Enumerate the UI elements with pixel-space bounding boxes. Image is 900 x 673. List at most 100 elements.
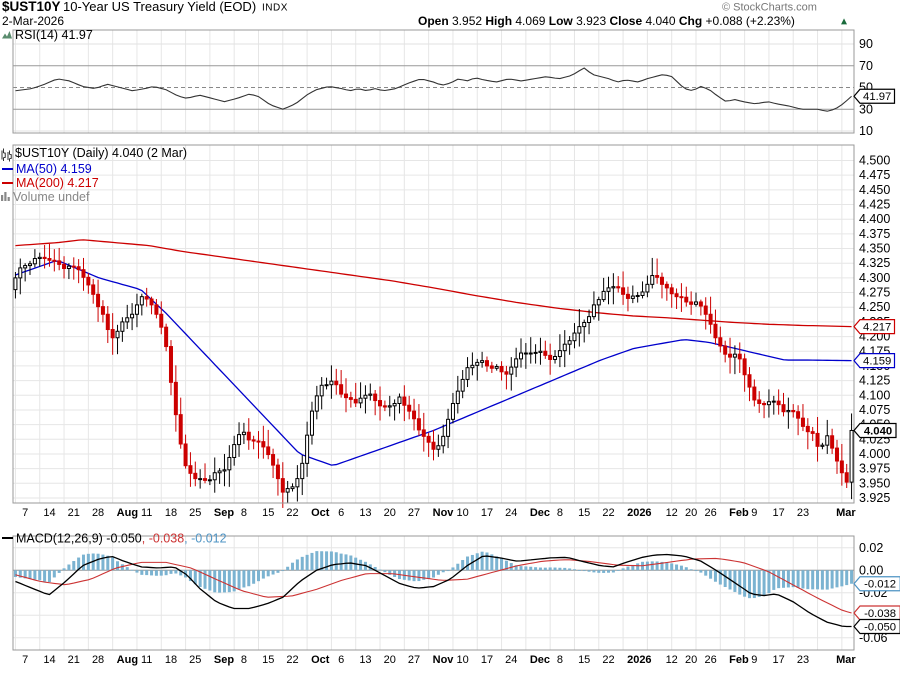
svg-text:Feb: Feb [729,654,749,666]
svg-text:Nov: Nov [433,507,455,519]
svg-text:4.250: 4.250 [859,300,890,314]
svg-text:Mar: Mar [836,654,856,666]
svg-text:Volume undef: Volume undef [13,190,90,204]
svg-text:MA(200) 4.217: MA(200) 4.217 [16,176,99,190]
svg-text:Aug: Aug [117,654,138,666]
svg-text:0.00: 0.00 [859,563,883,577]
svg-text:2-Mar-2026: 2-Mar-2026 [2,14,64,28]
svg-text:2026: 2026 [627,654,651,666]
svg-text:13: 13 [359,507,371,519]
svg-text:Dec: Dec [530,654,550,666]
svg-text:22: 22 [602,654,614,666]
svg-text:▴: ▴ [841,14,847,28]
svg-text:Feb: Feb [729,507,749,519]
svg-text:© StockCharts.com: © StockCharts.com [722,2,817,14]
svg-text:18: 18 [165,507,177,519]
svg-text:22: 22 [602,507,614,519]
svg-text:Aug: Aug [117,507,138,519]
svg-text:15: 15 [578,654,590,666]
svg-text:4.075: 4.075 [859,403,890,417]
svg-text:24: 24 [505,507,517,519]
svg-text:17: 17 [773,507,785,519]
svg-text:4.125: 4.125 [859,374,890,388]
svg-text:4.450: 4.450 [859,183,890,197]
svg-text:17: 17 [481,507,493,519]
svg-text:23: 23 [797,654,809,666]
svg-text:10: 10 [457,654,469,666]
svg-text:17: 17 [773,654,785,666]
svg-text:10-Year US Treasury Yield (EOD: 10-Year US Treasury Yield (EOD) [63,0,256,14]
svg-text:9: 9 [751,654,757,666]
svg-text:Nov: Nov [433,654,455,666]
svg-text:0.02: 0.02 [859,541,883,555]
svg-text:26: 26 [704,507,716,519]
svg-text:10: 10 [457,507,469,519]
svg-text:12: 12 [666,654,678,666]
svg-text:25: 25 [189,654,201,666]
svg-text:4.350: 4.350 [859,242,890,256]
svg-text:25: 25 [189,507,201,519]
svg-text:10: 10 [859,124,873,138]
svg-text:15: 15 [262,507,274,519]
svg-text:22: 22 [286,507,298,519]
svg-text:20: 20 [384,507,396,519]
svg-text:41.97: 41.97 [863,91,891,103]
svg-text:4.375: 4.375 [859,227,890,241]
svg-text:4.500: 4.500 [859,154,890,168]
svg-text:$UST10Y: $UST10Y [2,0,61,14]
svg-text:6: 6 [338,507,344,519]
svg-text:4.217: 4.217 [863,321,891,333]
svg-text:Dec: Dec [530,507,550,519]
svg-text:4.000: 4.000 [859,447,890,461]
svg-text:18: 18 [165,654,177,666]
svg-text:MA(50) 4.159: MA(50) 4.159 [16,162,92,176]
svg-text:Sep: Sep [214,654,234,666]
svg-text:8: 8 [241,654,247,666]
svg-text:8: 8 [557,507,563,519]
svg-text:20: 20 [384,654,396,666]
svg-text:14: 14 [43,654,55,666]
svg-text:20: 20 [685,654,697,666]
svg-text:14: 14 [43,507,55,519]
svg-text:21: 21 [68,507,80,519]
svg-text:17: 17 [481,654,493,666]
svg-text:4.325: 4.325 [859,256,890,270]
svg-text:MACD(12,26,9) -0.050, -0.038,: MACD(12,26,9) -0.050, -0.038, -0.012 [16,532,227,546]
svg-text:23: 23 [797,507,809,519]
svg-text:8: 8 [557,654,563,666]
svg-text:28: 28 [92,654,104,666]
svg-text:-0.038: -0.038 [864,608,896,620]
svg-text:Sep: Sep [214,507,234,519]
svg-text:3.950: 3.950 [859,476,890,490]
svg-text:2026: 2026 [627,507,651,519]
svg-text:-0.050: -0.050 [864,621,896,633]
svg-text:4.275: 4.275 [859,286,890,300]
svg-text:Oct: Oct [311,507,330,519]
svg-text:7: 7 [22,507,28,519]
svg-text:27: 27 [408,654,420,666]
svg-text:4.475: 4.475 [859,168,890,182]
svg-text:$UST10Y (Daily) 4.040 (2 Mar): $UST10Y (Daily) 4.040 (2 Mar) [15,146,187,160]
svg-text:9: 9 [751,507,757,519]
svg-text:70: 70 [859,59,873,73]
svg-text:4.425: 4.425 [859,198,890,212]
svg-text:90: 90 [859,37,873,51]
svg-text:4.400: 4.400 [859,212,890,226]
svg-text:13: 13 [359,654,371,666]
svg-text:INDX: INDX [262,3,288,14]
svg-text:-0.012: -0.012 [864,579,896,591]
svg-text:20: 20 [685,507,697,519]
svg-text:7: 7 [22,654,28,666]
svg-text:RSI(14) 41.97: RSI(14) 41.97 [15,28,93,42]
svg-text:Oct: Oct [311,654,330,666]
svg-text:Mar: Mar [836,507,856,519]
svg-text:15: 15 [262,654,274,666]
svg-text:3.925: 3.925 [859,491,890,505]
svg-text:4.040: 4.040 [864,425,892,437]
svg-text:6: 6 [338,654,344,666]
svg-text:4.100: 4.100 [859,388,890,402]
svg-text:22: 22 [286,654,298,666]
svg-text:11: 11 [141,507,152,519]
svg-text:28: 28 [92,507,104,519]
svg-text:8: 8 [241,507,247,519]
